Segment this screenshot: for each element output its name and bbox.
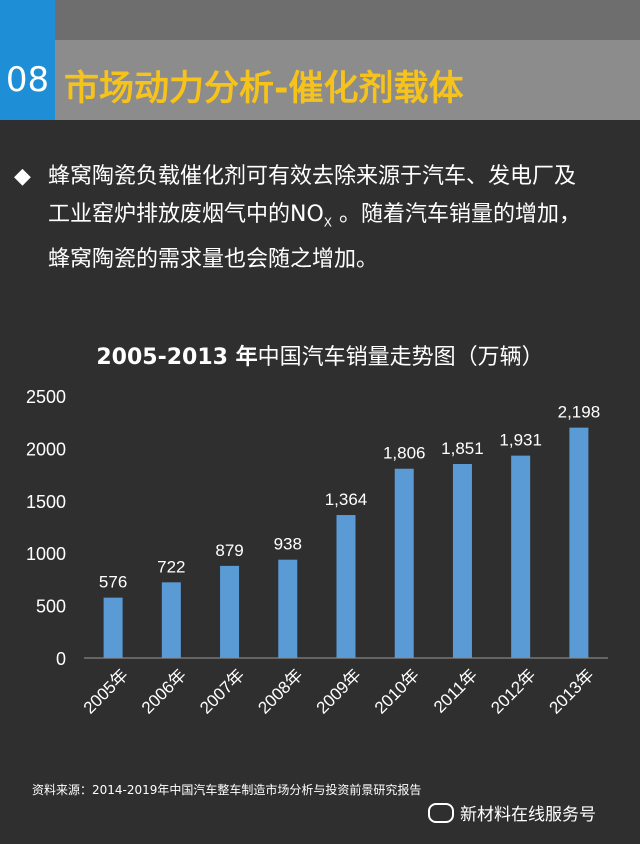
wechat-icon xyxy=(428,803,454,823)
x-tick-label: 2006年 xyxy=(138,665,190,717)
y-tick-label: 1500 xyxy=(26,492,66,512)
x-tick-label: 2007年 xyxy=(196,665,248,717)
bar xyxy=(220,565,240,658)
top-bar-accent xyxy=(0,0,55,40)
y-tick-label: 0 xyxy=(56,649,66,669)
bar xyxy=(278,559,298,658)
x-tick-label: 2009年 xyxy=(313,665,365,717)
y-tick-label: 500 xyxy=(36,597,66,617)
x-tick-label: 2005年 xyxy=(80,665,132,717)
data-label: 1,806 xyxy=(383,444,426,463)
wechat-text: 新材料在线服务号 xyxy=(460,805,596,825)
chart-title-years: 2005-2013 年 xyxy=(96,345,258,370)
bar xyxy=(336,515,356,658)
section-number-box: 08 xyxy=(0,40,55,120)
data-label: 2,198 xyxy=(558,403,601,422)
data-label: 1,931 xyxy=(499,431,542,450)
data-label: 576 xyxy=(99,573,127,592)
bar xyxy=(161,582,181,658)
data-label: 879 xyxy=(215,541,243,560)
data-label: 1,851 xyxy=(441,439,484,458)
data-label: 1,364 xyxy=(325,490,368,509)
bullet-line-2-pre: 工业窑炉排放废烟气中的NO xyxy=(48,202,324,227)
source-note: 资料来源：2014-2019年中国汽车整车制造市场分析与投资前景研究报告 xyxy=(32,783,422,797)
bullet-line-1: 蜂窝陶瓷负载催化剂可有效去除来源于汽车、发电厂及 xyxy=(48,164,577,189)
y-tick-label: 2000 xyxy=(26,439,66,459)
top-bar-strip xyxy=(55,0,640,40)
bar xyxy=(569,427,589,658)
x-tick-label: 2010年 xyxy=(371,665,423,717)
chart-title: 2005-2013 年中国汽车销量走势图（万辆） xyxy=(0,339,640,371)
y-tick-label: 2500 xyxy=(26,387,66,407)
page-title: 市场动力分析-催化剂载体 xyxy=(64,69,464,109)
data-label: 938 xyxy=(274,535,302,554)
diamond-bullet-icon: ◆ xyxy=(14,164,31,189)
bullet-text: 蜂窝陶瓷负载催化剂可有效去除来源于汽车、发电厂及 工业窑炉排放废烟气中的NOX … xyxy=(48,158,628,279)
top-bar xyxy=(0,0,640,40)
header-band xyxy=(0,40,640,120)
bar xyxy=(103,597,123,658)
bullet-line-2-sub: X xyxy=(323,215,333,230)
bar xyxy=(452,464,472,658)
data-label: 722 xyxy=(157,557,185,576)
y-tick-label: 1000 xyxy=(26,544,66,564)
bar xyxy=(394,468,414,658)
x-tick-label: 2011年 xyxy=(430,665,481,716)
x-tick-label: 2012年 xyxy=(487,665,539,717)
bullet-line-2-post: 。随着汽车销量的增加， xyxy=(332,202,582,227)
bullet-line-3: 蜂窝陶瓷的需求量也会随之增加。 xyxy=(48,247,379,273)
section-number: 08 xyxy=(5,60,50,100)
bullet-line-2: 工业窑炉排放废烟气中的NOX 。随着汽车销量的增加， xyxy=(48,196,628,241)
bar xyxy=(511,455,531,658)
wechat-label: 新材料在线服务号 xyxy=(428,800,596,825)
chart-title-rest: 中国汽车销量走势图（万辆） xyxy=(257,345,544,370)
x-tick-label: 2008年 xyxy=(254,665,306,717)
x-tick-label: 2013年 xyxy=(546,665,598,717)
